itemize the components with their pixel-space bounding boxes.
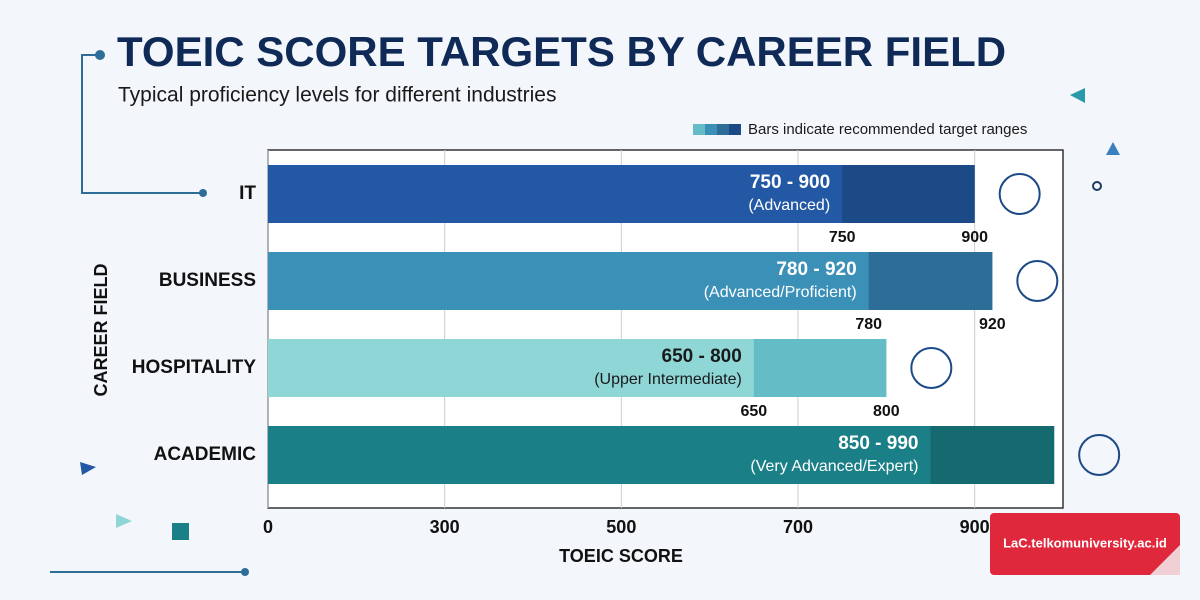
low-label: 750: [829, 229, 856, 246]
legend-note: Bars indicate recommended target ranges: [748, 121, 1027, 138]
range-bar: [868, 252, 993, 310]
sticker: [990, 513, 1180, 575]
deco-dot: [199, 189, 207, 197]
high-label: 800: [873, 403, 900, 420]
legend-swatch: [717, 124, 729, 135]
legend-swatch: [729, 124, 741, 135]
deco-dot: [95, 50, 105, 60]
range-label: 780 - 920: [776, 259, 856, 280]
high-label: 900: [961, 229, 988, 246]
x-tick-label: 500: [606, 517, 636, 537]
x-tick-label: 900: [960, 517, 990, 537]
range-label: 650 - 800: [662, 346, 742, 367]
deco-line: [81, 54, 203, 194]
deco-triangle: [116, 514, 132, 528]
icon: [1016, 260, 1059, 302]
x-tick-label: 0: [263, 517, 273, 537]
low-label: 650: [740, 403, 767, 420]
range-bar: [930, 426, 1055, 484]
chart-title: TOEIC SCORE TARGETS BY CAREER FIELD: [117, 28, 1006, 75]
icon: [910, 347, 953, 389]
legend-swatch: [705, 124, 717, 135]
range-bar: [842, 165, 975, 223]
high-label: 920: [979, 316, 1006, 333]
level-label: (Very Advanced/Expert): [750, 458, 918, 475]
level-label: (Advanced): [748, 197, 830, 214]
watermark-sticker: LaC.telkomuniversity.ac.id: [990, 513, 1180, 575]
deco-triangle: [1106, 142, 1120, 155]
deco-triangle: [80, 462, 96, 475]
chart-subtitle: Typical proficiency levels for different…: [118, 84, 556, 107]
legend-swatch: [693, 124, 705, 135]
deco-dot: [1092, 181, 1102, 191]
x-axis-label: TOEIC SCORE: [559, 546, 683, 566]
bar: [268, 426, 1055, 484]
x-tick-label: 700: [783, 517, 813, 537]
category-label: HOSPITALITY: [132, 357, 257, 378]
low-label: 780: [855, 316, 882, 333]
category-label: ACADEMIC: [154, 444, 257, 465]
range-bar: [753, 339, 887, 397]
sticker-fold: [1150, 545, 1180, 575]
range-label: 850 - 990: [838, 433, 918, 454]
y-axis-label: CAREER FIELD: [91, 263, 111, 396]
category-label: BUSINESS: [159, 270, 256, 291]
level-label: (Advanced/Proficient): [704, 284, 857, 301]
deco-triangle: [1070, 88, 1085, 103]
deco-square: [172, 523, 189, 540]
watermark: LaC.telkomuniversity.ac.id: [1003, 535, 1167, 550]
icon: [1078, 434, 1121, 476]
range-label: 750 - 900: [750, 172, 830, 193]
icon: [998, 173, 1041, 215]
level-label: (Upper Intermediate): [594, 371, 742, 388]
x-tick-label: 300: [430, 517, 460, 537]
deco-dot: [241, 568, 249, 576]
category-label: IT: [239, 183, 256, 204]
